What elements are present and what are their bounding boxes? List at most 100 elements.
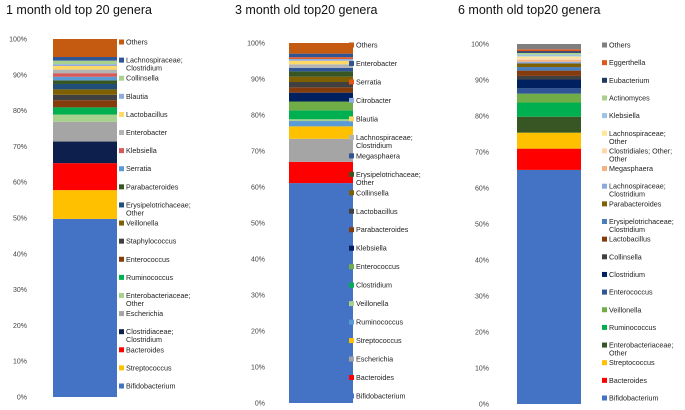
- y-tick-label: 50%: [251, 221, 265, 228]
- bar-segment: [517, 116, 581, 133]
- legend-label: Clostridium: [356, 141, 392, 150]
- bar-segment: [289, 76, 353, 83]
- legend-label: Others: [356, 41, 378, 50]
- bar-segment: [517, 67, 581, 71]
- legend-swatch: [602, 324, 607, 330]
- y-tick-label: 10%: [475, 366, 489, 373]
- chart-6-month: 6 month old top20 genera 0% 10% 20% 30% 40% 5…: [456, 0, 685, 410]
- legend-label: Other: [609, 154, 628, 163]
- legend-label: Bacteroides: [356, 373, 394, 382]
- y-tick-label: 80%: [251, 113, 265, 120]
- y-tick-label: 70%: [13, 144, 27, 151]
- bar-segment: [289, 67, 353, 72]
- bar-segment: [289, 58, 353, 61]
- legend-swatch: [119, 274, 124, 280]
- y-tick-label: 50%: [475, 222, 489, 229]
- legend-label: Lachnospiraceae;: [126, 56, 183, 65]
- chart-3-month: 3 month old top20 genera 0% 10% 20% 30% 40% 5…: [228, 0, 456, 410]
- y-tick-label: 50%: [13, 216, 27, 223]
- legend-swatch: [602, 342, 607, 348]
- bar-segment: [517, 59, 581, 62]
- bar-segment: [289, 183, 353, 403]
- y-tick-label: 0%: [17, 395, 27, 402]
- legend-swatch: [349, 79, 354, 85]
- y-tick-label: 40%: [251, 257, 265, 264]
- bar-segment: [53, 56, 117, 61]
- y-tick-label: 100%: [9, 37, 27, 44]
- legend-label: Blautia: [356, 114, 378, 123]
- bar-segment: [517, 54, 581, 57]
- legend-swatch: [602, 42, 607, 48]
- y-tick-label: 10%: [13, 359, 27, 366]
- legend-swatch: [602, 166, 607, 172]
- legend-label: Erysipelotrichaceae;: [356, 170, 421, 179]
- legend-label: Serratia: [356, 77, 381, 86]
- legend-swatch: [119, 111, 124, 117]
- bar-segment: [517, 88, 581, 94]
- bar-segment: [517, 132, 581, 149]
- legend-swatch: [119, 365, 124, 371]
- bar-segment: [517, 79, 581, 89]
- bar-segment: [53, 121, 117, 142]
- legend-swatch: [119, 329, 124, 335]
- legend-label: Bifidobacterium: [126, 382, 176, 391]
- bar-segment: [53, 65, 117, 70]
- legend-label: Blautia: [126, 92, 148, 101]
- y-tick-label: 70%: [475, 150, 489, 157]
- bar-segment: [517, 61, 581, 64]
- bar-segment: [53, 73, 117, 77]
- y-tick-label: 100%: [247, 41, 265, 48]
- legend-swatch: [602, 307, 607, 313]
- y-tick-label: 60%: [13, 180, 27, 187]
- bar-segment: [53, 114, 117, 122]
- bar-segment: [517, 93, 581, 103]
- legend-swatch: [602, 219, 607, 224]
- legend-swatch: [602, 148, 607, 154]
- bar-segment: [289, 126, 353, 139]
- legend-swatch: [349, 301, 354, 307]
- legend-swatch: [602, 289, 607, 295]
- legend-label: Erysipelotrichaceae;: [609, 217, 674, 226]
- legend-label: Collinsella: [609, 252, 642, 261]
- legend-label: Ruminococcus: [356, 318, 404, 327]
- y-tick-label: 80%: [13, 108, 27, 115]
- legend-label: Klebsiella: [126, 146, 157, 155]
- legend-swatch: [349, 338, 354, 344]
- legend-swatch: [349, 134, 354, 140]
- legend-swatch: [602, 60, 607, 66]
- legend-swatch: [349, 245, 354, 251]
- legend-label: Clostridiaceae;: [126, 327, 174, 336]
- legend-swatch: [349, 42, 354, 48]
- legend-label: Eggerthella: [609, 58, 645, 67]
- bar-segment: [517, 70, 581, 76]
- legend-swatch: [349, 356, 354, 362]
- legend-label: Escherichia: [126, 309, 163, 318]
- legend-label: Enterobacteriaceae;: [126, 291, 190, 300]
- bar-segment: [53, 141, 117, 164]
- bar-segment: [289, 57, 353, 59]
- legend-swatch: [349, 264, 354, 270]
- legend-label: Lachnospiraceae;: [356, 133, 413, 142]
- legend-label: Clostridiales; Other;: [609, 146, 672, 155]
- legend-label: Escherichia: [356, 355, 393, 364]
- legend-label: Ruminococcus: [126, 273, 174, 282]
- legend-label: Veillonella: [126, 219, 158, 228]
- legend-swatch: [349, 97, 354, 103]
- legend-swatch: [119, 148, 124, 154]
- legend-label: Lachnospiraceae;: [609, 129, 666, 138]
- legend-swatch: [119, 238, 124, 244]
- legend-swatch: [602, 130, 607, 136]
- bar-segment: [289, 92, 353, 102]
- legend-swatch: [602, 201, 607, 207]
- y-tick-label: 60%: [475, 186, 489, 193]
- legend-label: Lactobacillus: [609, 235, 651, 244]
- legend-label: Others: [609, 41, 631, 50]
- legend-label: Veillonella: [356, 299, 388, 308]
- legend-swatch: [602, 183, 607, 189]
- legend-label: Other: [356, 178, 375, 187]
- bar-segment: [53, 76, 117, 81]
- bar-segment: [289, 161, 353, 184]
- legend-label: Lachnospiraceae;: [609, 182, 666, 191]
- legend-label: Staphylococcus: [126, 237, 177, 246]
